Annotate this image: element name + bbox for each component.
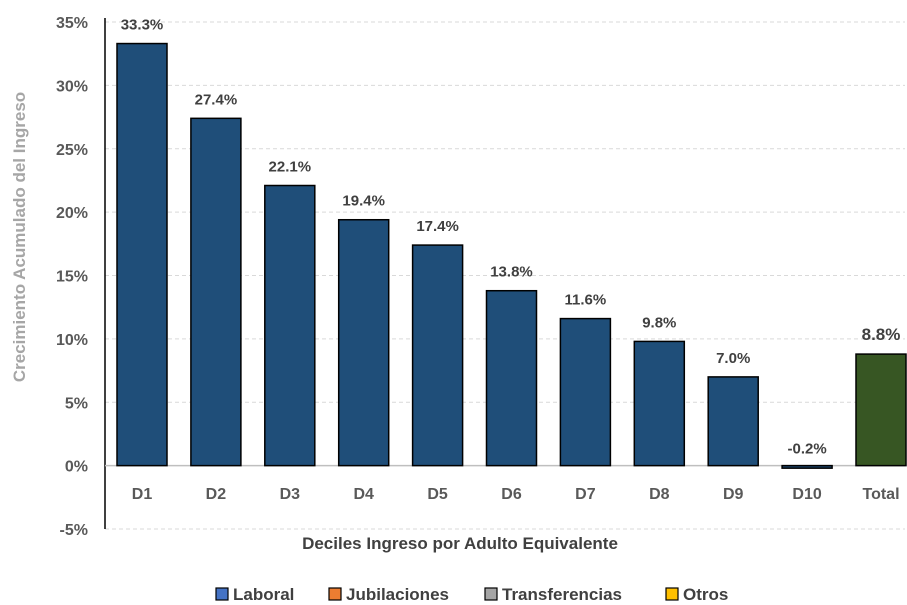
category-label: D3 xyxy=(280,486,301,503)
bar-d7 xyxy=(559,317,612,467)
category-label: Total xyxy=(862,486,899,503)
legend-swatch xyxy=(665,587,679,601)
data-labels: 33.3% 27.4% 22.1% 19.4% 17.4% 13.8% 11.6% 9.8% 7… xyxy=(121,17,901,458)
category-label: D5 xyxy=(427,486,448,503)
x-axis-title: Deciles Ingreso por Adulto Equivalente xyxy=(302,534,618,553)
category-label: D2 xyxy=(206,486,227,503)
legend-label: Otros xyxy=(683,585,728,604)
category-label: D6 xyxy=(501,486,522,503)
y-tick-label: 10% xyxy=(56,332,88,349)
bar-d9 xyxy=(707,376,759,467)
y-axis-title: Crecimiento Acumulado del Ingreso xyxy=(10,92,29,382)
category-label: D7 xyxy=(575,486,596,503)
bar-d2 xyxy=(190,117,242,467)
bar-total xyxy=(855,353,907,467)
data-label: 11.6% xyxy=(565,292,607,309)
legend-swatch xyxy=(215,587,229,601)
bar-d1 xyxy=(116,42,168,467)
legend-label: Jubilaciones xyxy=(346,585,449,604)
y-tick-label: -5% xyxy=(60,522,88,539)
data-label: 27.4% xyxy=(195,91,238,108)
bar-d6 xyxy=(485,289,538,467)
category-label: D9 xyxy=(723,486,744,503)
y-tick-labels: 35% 30% 25% 20% 15% 10% 5% 0% -5% xyxy=(56,15,88,539)
legend-label: Laboral xyxy=(233,585,294,604)
y-tick-label: 20% xyxy=(56,205,88,222)
category-label: D10 xyxy=(792,486,821,503)
data-label: 33.3% xyxy=(121,17,164,34)
data-label: 9.8% xyxy=(642,314,676,331)
y-tick-label: 30% xyxy=(56,78,88,95)
y-tick-label: 5% xyxy=(65,395,88,412)
legend-label: Transferencias xyxy=(502,585,622,604)
legend-swatch xyxy=(484,587,498,601)
y-tick-label: 0% xyxy=(65,459,88,476)
y-tick-label: 25% xyxy=(56,142,88,159)
data-label: 22.1% xyxy=(269,159,312,176)
data-label: -0.2% xyxy=(788,441,827,458)
bar-d4 xyxy=(337,218,390,467)
data-label: 17.4% xyxy=(416,218,459,235)
category-label: D1 xyxy=(132,486,153,503)
legend-swatch xyxy=(328,587,342,601)
category-label: D4 xyxy=(353,486,374,503)
y-tick-label: 15% xyxy=(56,269,88,286)
bar-d3 xyxy=(264,184,316,467)
category-labels: D1 D2 D3 D4 D5 D6 D7 D8 D9 D10 Total xyxy=(132,486,900,503)
bars xyxy=(116,42,907,469)
data-label: 8.8% xyxy=(862,325,901,344)
data-label: 13.8% xyxy=(490,264,533,281)
bar-d10 xyxy=(781,464,833,469)
bar-d5 xyxy=(411,244,464,467)
data-label: 7.0% xyxy=(716,350,750,367)
data-label: 19.4% xyxy=(342,193,385,210)
bar-d8 xyxy=(633,340,686,467)
category-label: D8 xyxy=(649,486,670,503)
y-tick-label: 35% xyxy=(56,15,88,32)
legend: Laboral Jubilaciones Transferencias Otros xyxy=(215,585,728,604)
